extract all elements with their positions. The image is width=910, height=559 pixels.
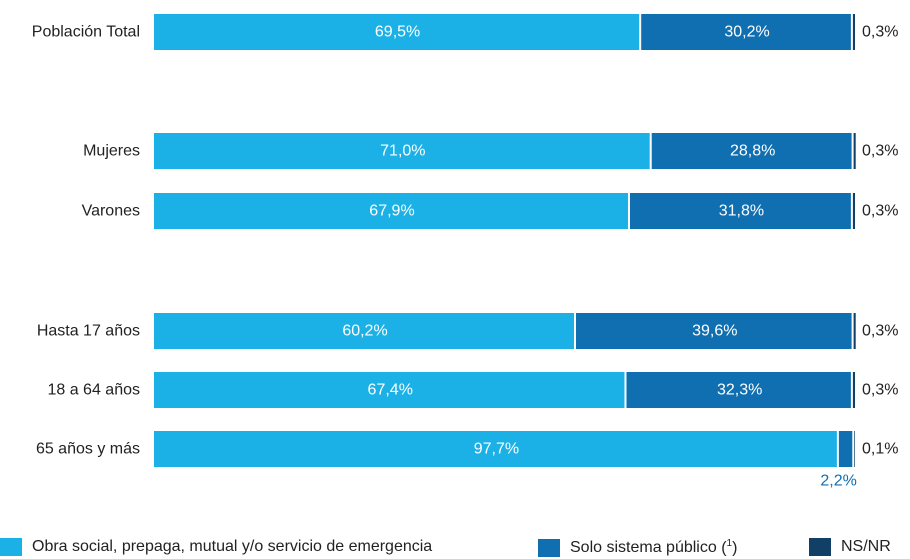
data-label-ns-nr-mujeres: 0,3% <box>862 143 898 160</box>
data-label-obra-social-prepaga-mutual-y-o-servicio-de-emergencia-varones: 67,9% <box>369 203 414 220</box>
bar-solo-sistema-publico-hasta-17-anos <box>576 313 852 349</box>
data-label-obra-social-prepaga-mutual-y-o-servicio-de-emergencia-mujeres: 71,0% <box>380 143 425 160</box>
data-label-ns-nr-poblacion-total: 0,3% <box>862 24 898 41</box>
data-label-ns-nr-65-anos-y-mas: 0,1% <box>862 441 898 458</box>
legend-label-nsnr: NS/NR <box>841 538 891 555</box>
bar-obra-social-prepaga-mutual-y-o-servicio-de-emergencia-mujeres <box>154 133 650 169</box>
category-label-varones: Varones <box>82 203 140 220</box>
category-label-poblacion-total: Población Total <box>32 24 140 41</box>
legend-item-obra-social: Obra social, prepaga, mutual y/o servici… <box>0 538 432 556</box>
legend-label-obra-social: Obra social, prepaga, mutual y/o servici… <box>32 538 433 555</box>
data-label-obra-social-prepaga-mutual-y-o-servicio-de-emergencia-poblacion-total: 69,5% <box>375 24 420 41</box>
bar-ns-nr-18-a-64-anos <box>852 372 855 408</box>
legend-footnote: (1) <box>716 538 738 557</box>
legend-item-nsnr: NS/NR <box>809 538 891 556</box>
data-label-obra-social-prepaga-mutual-y-o-servicio-de-emergencia-65-anos-y-mas: 97,7% <box>474 441 519 458</box>
data-label-solo-sistema-publico-18-a-64-anos: 32,3% <box>717 382 762 399</box>
bar-solo-sistema-publico-mujeres <box>651 133 852 169</box>
category-label-18-a-64-anos: 18 a 64 años <box>47 382 140 399</box>
data-label-solo-sistema-publico-65-anos-y-mas: 2,2% <box>820 473 856 490</box>
bar-ns-nr-poblacion-total <box>852 14 855 50</box>
bar-obra-social-prepaga-mutual-y-o-servicio-de-emergencia-poblacion-total <box>154 14 640 50</box>
category-label-mujeres: Mujeres <box>83 143 140 160</box>
data-label-solo-sistema-publico-varones: 31,8% <box>719 203 764 220</box>
legend-swatch-obra-social <box>0 538 22 556</box>
legend-swatch-solo-publico <box>538 538 560 557</box>
bar-ns-nr-65-anos-y-mas <box>854 431 855 467</box>
bar-obra-social-prepaga-mutual-y-o-servicio-de-emergencia-65-anos-y-mas <box>154 431 837 467</box>
category-label-hasta-17-anos: Hasta 17 años <box>37 323 140 340</box>
bar-solo-sistema-publico-poblacion-total <box>641 14 851 50</box>
data-label-obra-social-prepaga-mutual-y-o-servicio-de-emergencia-18-a-64-anos: 67,4% <box>368 382 413 399</box>
bar-obra-social-prepaga-mutual-y-o-servicio-de-emergencia-18-a-64-anos <box>154 372 625 408</box>
data-label-solo-sistema-publico-mujeres: 28,8% <box>730 143 775 160</box>
legend-item-solo-publico: Solo sistema público (1) <box>538 538 737 557</box>
legend: Obra social, prepaga, mutual y/o servici… <box>0 538 910 559</box>
legend-label-solo-publico: Solo sistema público <box>570 538 717 556</box>
bar-obra-social-prepaga-mutual-y-o-servicio-de-emergencia-hasta-17-anos <box>154 313 575 349</box>
data-label-ns-nr-varones: 0,3% <box>862 203 898 220</box>
category-label-65-anos-y-mas: 65 años y más <box>36 441 140 458</box>
bar-obra-social-prepaga-mutual-y-o-servicio-de-emergencia-varones <box>154 193 628 229</box>
data-label-ns-nr-hasta-17-anos: 0,3% <box>862 323 898 340</box>
bar-solo-sistema-publico-varones <box>629 193 851 229</box>
bar-ns-nr-varones <box>852 193 855 229</box>
stacked-bar-chart: Población Total 69,5% 30,2% 0,3% Mujeres 71,0… <box>32 14 898 490</box>
data-label-obra-social-prepaga-mutual-y-o-servicio-de-emergencia-hasta-17-anos: 60,2% <box>342 323 387 340</box>
bar-ns-nr-mujeres <box>853 133 856 169</box>
bar-solo-sistema-publico-18-a-64-anos <box>626 372 851 408</box>
data-label-ns-nr-18-a-64-anos: 0,3% <box>862 382 898 399</box>
bar-ns-nr-hasta-17-anos <box>853 313 856 349</box>
data-label-solo-sistema-publico-poblacion-total: 30,2% <box>724 24 769 41</box>
bar-solo-sistema-publico-65-anos-y-mas <box>838 431 853 467</box>
legend-swatch-nsnr <box>809 538 831 556</box>
data-label-solo-sistema-publico-hasta-17-anos: 39,6% <box>692 323 737 340</box>
